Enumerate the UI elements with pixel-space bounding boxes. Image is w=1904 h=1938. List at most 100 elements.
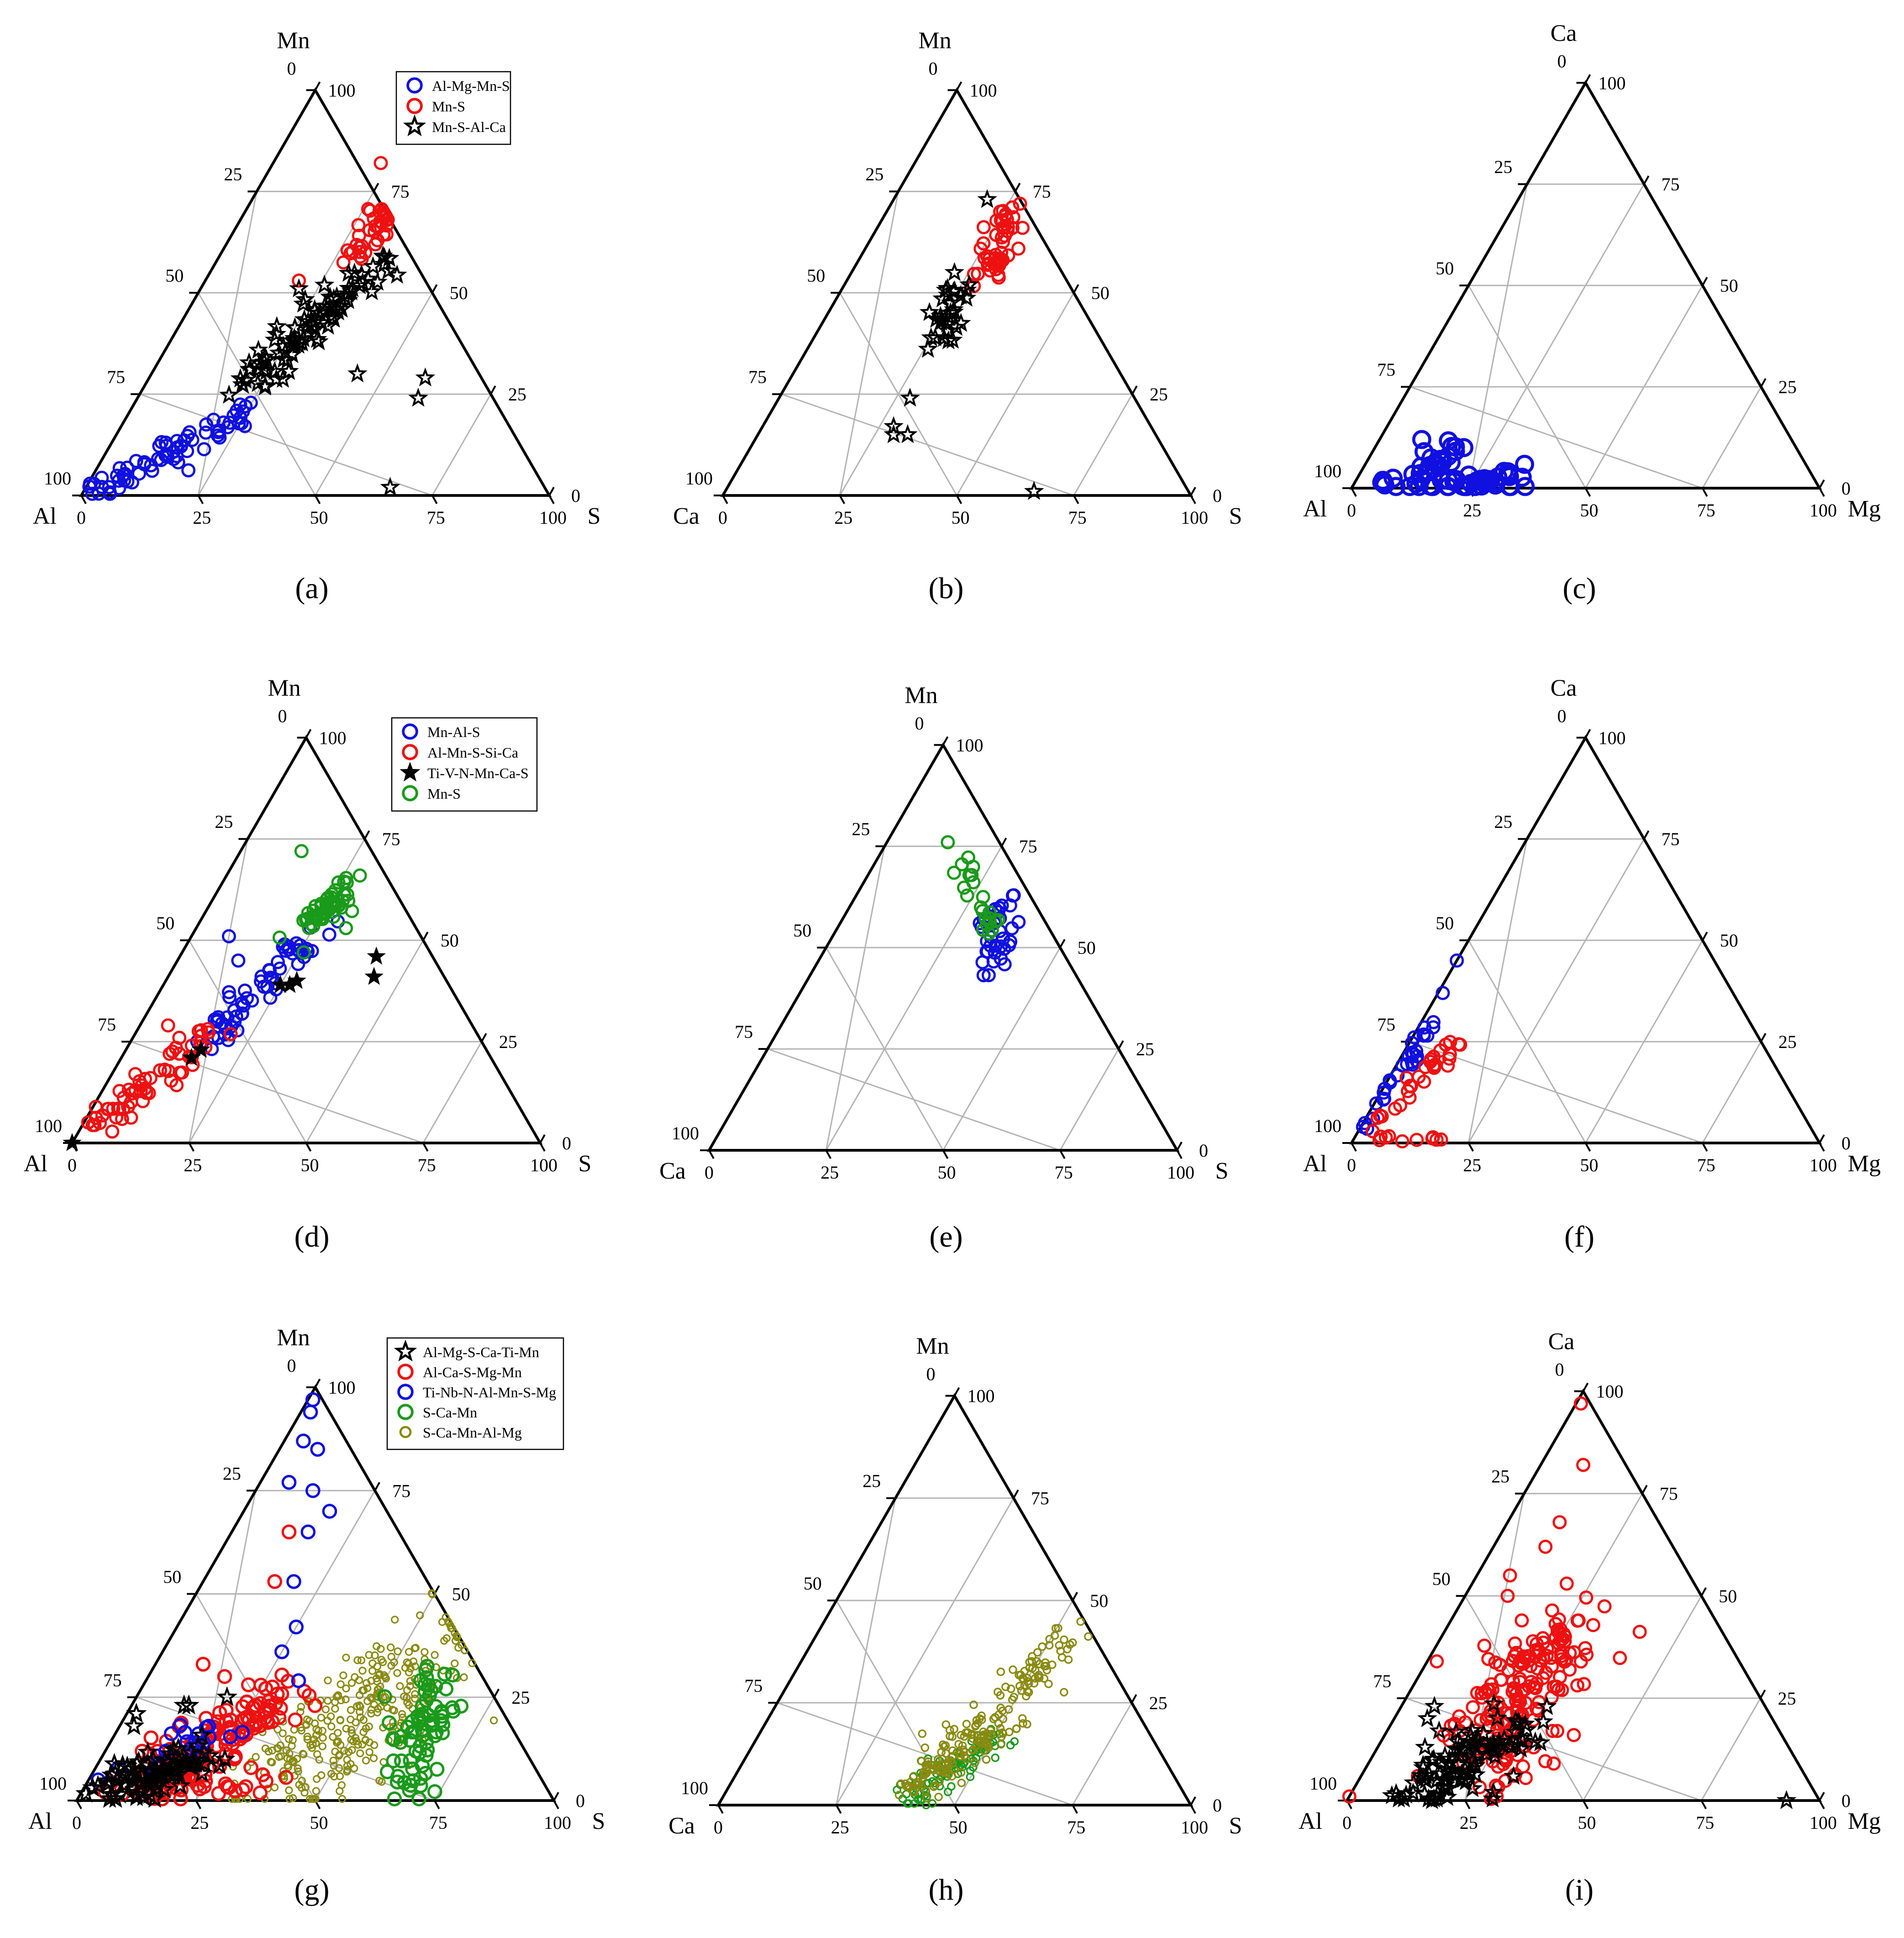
data-point [1437, 1786, 1457, 1806]
data-point [267, 1574, 283, 1589]
data-point [317, 1713, 326, 1722]
data-point [126, 1702, 147, 1723]
data-point [993, 1687, 1002, 1696]
tick [839, 495, 845, 504]
data-point [252, 1785, 268, 1801]
tick-label-bottom: 25 [190, 1812, 209, 1833]
data-point [368, 1667, 377, 1675]
data-point [340, 1747, 348, 1755]
tick-label-left: 50 [1436, 258, 1454, 279]
data-point [994, 245, 1009, 260]
data-point [1559, 1653, 1573, 1668]
data-point [390, 1706, 398, 1715]
data-point [1416, 1027, 1431, 1042]
tick [431, 284, 438, 294]
data-point [296, 1433, 311, 1449]
vertex-label-left: Al [24, 1151, 47, 1177]
series-Ti-V-N-Mn-Ca-S [63, 946, 386, 1151]
data-point [294, 1764, 302, 1773]
tick-label-left: 25 [215, 811, 233, 832]
data-point [274, 1644, 289, 1659]
data-point [1414, 442, 1434, 462]
data-point [415, 1728, 431, 1743]
data-point [1473, 1713, 1488, 1727]
data-point [374, 247, 394, 266]
data-point [1038, 1642, 1047, 1651]
data-point [997, 957, 1012, 972]
data-point [413, 1771, 428, 1786]
data-point [284, 1735, 293, 1743]
data-point [336, 255, 351, 270]
data-point [1776, 1790, 1797, 1809]
data-point [980, 1746, 989, 1755]
data-point [327, 1722, 336, 1731]
data-point [342, 1695, 350, 1704]
data-point [1076, 1617, 1085, 1626]
tick [1351, 488, 1357, 497]
tick-label-right: 0 [1841, 1133, 1851, 1153]
vertex-label-right: S [579, 1151, 592, 1177]
data-point [980, 944, 995, 958]
data-point [215, 1016, 229, 1031]
tick [1584, 74, 1591, 84]
data-point [971, 1721, 980, 1730]
tick [1059, 939, 1066, 948]
data-point [308, 1795, 316, 1803]
data-point [238, 1779, 253, 1795]
data-point [912, 1781, 921, 1790]
panel-label: (f) [1564, 1220, 1594, 1253]
data-point [986, 1731, 994, 1740]
data-point [217, 1669, 232, 1684]
tick-label-right: 100 [328, 1377, 356, 1398]
data-point [1487, 473, 1506, 492]
legend-marker [402, 744, 418, 760]
data-point [1465, 477, 1485, 496]
tick [80, 495, 87, 504]
grid-lines [1410, 183, 1762, 489]
data-point [1503, 1568, 1517, 1583]
data-point [969, 1701, 978, 1709]
data-point [1404, 1045, 1419, 1060]
data-point [255, 1767, 270, 1782]
data-point [391, 1616, 399, 1624]
data-point [425, 1716, 440, 1731]
data-point [922, 1794, 931, 1803]
data-point [976, 968, 991, 983]
data-point [248, 339, 268, 359]
data-point [1485, 1746, 1505, 1765]
legend-marker [397, 1384, 414, 1400]
data-point [221, 420, 235, 435]
data-point [352, 1737, 361, 1745]
tick-label-left: 0 [915, 713, 924, 733]
data-point [364, 967, 384, 985]
data-point [255, 376, 275, 395]
data-point [1448, 1738, 1469, 1758]
data-point [350, 1764, 358, 1773]
data-point [347, 1715, 355, 1724]
tick-label-bottom: 0 [1347, 1155, 1356, 1175]
tick-label-bottom: 75 [1697, 500, 1715, 521]
legend: Mn-Al-S Al-Mn-S-Si-Ca Ti-V-N-Mn-Ca-S Mn-S [391, 717, 538, 812]
tick [1819, 1143, 1825, 1152]
data-point [91, 486, 106, 501]
data-point [995, 214, 1010, 229]
series-Mn-S [967, 196, 1030, 293]
tick [314, 495, 321, 504]
data-point [405, 1648, 413, 1656]
tick-label-bottom: 50 [952, 507, 970, 528]
tick-label-right: 25 [511, 1687, 530, 1708]
data-point [919, 302, 940, 321]
tick [490, 385, 496, 395]
data-point [1023, 1687, 1032, 1696]
data-point [1383, 1073, 1397, 1088]
tick [825, 1150, 831, 1159]
data-point [411, 1695, 419, 1703]
tick-label-bottom: 0 [77, 507, 86, 528]
data-point [314, 274, 335, 294]
tick-label-bottom: 75 [429, 1812, 447, 1833]
data-point [161, 1018, 175, 1033]
tick [1584, 729, 1591, 738]
tick-label-right: 75 [382, 829, 400, 849]
data-point [324, 1696, 332, 1705]
tick-label-bottom: 75 [418, 1155, 436, 1175]
